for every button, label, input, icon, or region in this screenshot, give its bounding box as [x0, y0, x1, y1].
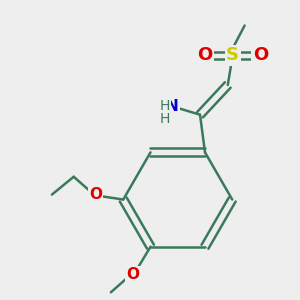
- Text: O: O: [89, 187, 102, 202]
- Text: N: N: [166, 99, 179, 114]
- Text: S: S: [226, 46, 239, 64]
- Text: O: O: [197, 46, 213, 64]
- Text: H: H: [159, 112, 170, 126]
- Text: H: H: [159, 99, 170, 113]
- Text: O: O: [253, 46, 268, 64]
- Text: O: O: [126, 267, 139, 282]
